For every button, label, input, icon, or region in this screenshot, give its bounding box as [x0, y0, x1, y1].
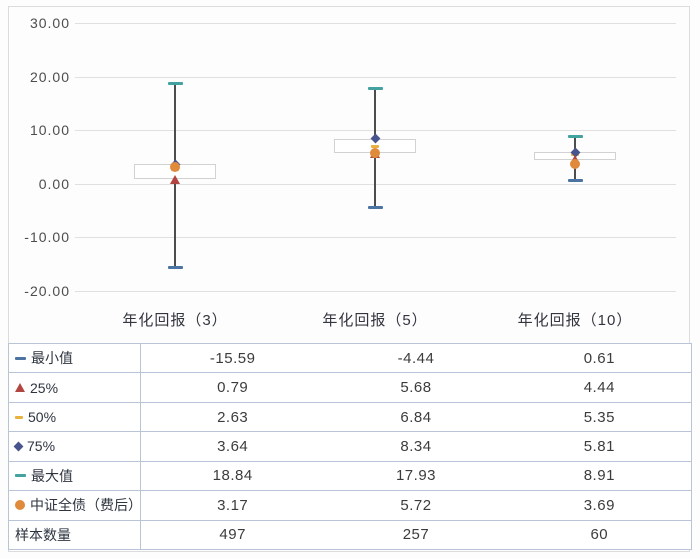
x-axis-category-label: 年化回报（10）: [517, 312, 633, 329]
row-label: 50%: [28, 409, 57, 426]
table-value-cell: 2.63: [217, 408, 249, 426]
boxplot-chart: 30.00 20.00 10.00 0.00 -10.00 -20.00 年化回报（3） 年化…: [24, 15, 676, 329]
table-row: 中证全债（费后） 3.17 5.72 3.69: [9, 491, 691, 521]
max-whisker-cap-icon: [167, 81, 183, 85]
q25-triangle-icon: [170, 174, 180, 184]
benchmark-circle-icon: [15, 500, 25, 511]
table-value-cell: 17.93: [395, 467, 437, 485]
row-label: 75%: [27, 438, 56, 455]
table-value-cell: 8.34: [400, 437, 432, 455]
y-axis-tick-label: 10.00: [29, 122, 70, 138]
q75-diamond-icon: [13, 441, 24, 452]
table-value-cell: 5.35: [583, 408, 615, 426]
table-value-cell: 8.91: [583, 467, 615, 485]
table-value-cell: 3.69: [583, 496, 615, 514]
stats-table: 最小值 -15.59 -4.44 0.61 25% 0.79 5.68 4.44 50% 2.63…: [8, 343, 692, 550]
table-value-cell: -15.59: [209, 349, 256, 367]
y-gridline: [75, 23, 676, 24]
table-value-cell: 6.84: [400, 408, 432, 426]
row-label-cell: 最小值: [9, 344, 141, 373]
y-axis-tick-label: 30.00: [29, 15, 70, 31]
table-value-cell: 0.79: [217, 379, 249, 397]
row-label-cell: 25%: [9, 373, 141, 402]
table-row: 最大值 18.84 17.93 8.91: [9, 461, 691, 492]
table-row: 25% 0.79 5.68 4.44: [9, 373, 691, 403]
table-row: 样本数量 497 257 60: [9, 520, 691, 549]
figure-border: [8, 6, 690, 552]
table-value-cell: 18.84: [212, 467, 253, 485]
table-row: 75% 3.64 8.34 5.81: [9, 432, 691, 462]
max-whisker-cap-icon: [567, 134, 583, 138]
row-label-cell: 50%: [9, 402, 141, 432]
table-value-cell: 0.61: [583, 349, 615, 367]
table-value-cell: 5.68: [400, 379, 432, 397]
max-whisker-cap-icon: [367, 86, 383, 90]
median-dash-icon: [371, 145, 379, 149]
y-gridline: [75, 237, 676, 238]
row-label: 中证全债（费后）: [30, 497, 142, 514]
table-value-cell: 497: [219, 526, 246, 544]
row-label: 25%: [30, 379, 59, 396]
table-value-cell: 60: [590, 526, 609, 544]
min-whisker-cap-icon: [567, 179, 583, 183]
table-value-cell: 257: [402, 526, 430, 544]
table-value-cell: 4.44: [583, 379, 615, 397]
row-label-cell: 最大值: [9, 461, 141, 491]
benchmark-circle-icon: [170, 161, 180, 172]
row-label-cell: 75%: [9, 432, 141, 461]
row-label-cell: 中证全债（费后）: [9, 491, 142, 520]
row-label-cell: 样本数量: [9, 520, 141, 549]
x-axis-category-label: 年化回报（3）: [122, 312, 228, 329]
min-dash-icon: [15, 356, 26, 360]
y-axis-tick-label: 0.00: [38, 175, 70, 192]
max-dash-icon: [15, 474, 26, 478]
y-axis-tick-label: -10.00: [24, 229, 70, 245]
y-axis-tick-label: 20.00: [29, 68, 70, 85]
y-gridline: [75, 290, 676, 292]
y-axis-tick-label: -20.00: [24, 282, 70, 299]
benchmark-circle-icon: [570, 158, 580, 169]
row-label: 最小值: [31, 350, 73, 367]
table-value-cell: 3.64: [217, 437, 249, 455]
row-label: 样本数量: [15, 526, 71, 543]
median-dash-icon: [15, 415, 23, 419]
y-gridline: [75, 76, 676, 78]
table-value-cell: 3.17: [217, 496, 249, 514]
table-value-cell: 5.72: [400, 496, 432, 514]
table-row: 50% 2.63 6.84 5.35: [9, 402, 691, 433]
min-whisker-cap-icon: [167, 265, 183, 269]
table-value-cell: 5.81: [583, 437, 615, 455]
x-axis-category-label: 年化回报（5）: [322, 312, 428, 329]
benchmark-circle-icon: [370, 147, 380, 158]
table-value-cell: -4.44: [397, 349, 435, 367]
row-label: 最大值: [31, 467, 73, 484]
table-row: 最小值 -15.59 -4.44 0.61: [9, 344, 691, 374]
q25-triangle-icon: [15, 383, 25, 393]
min-whisker-cap-icon: [367, 206, 383, 210]
